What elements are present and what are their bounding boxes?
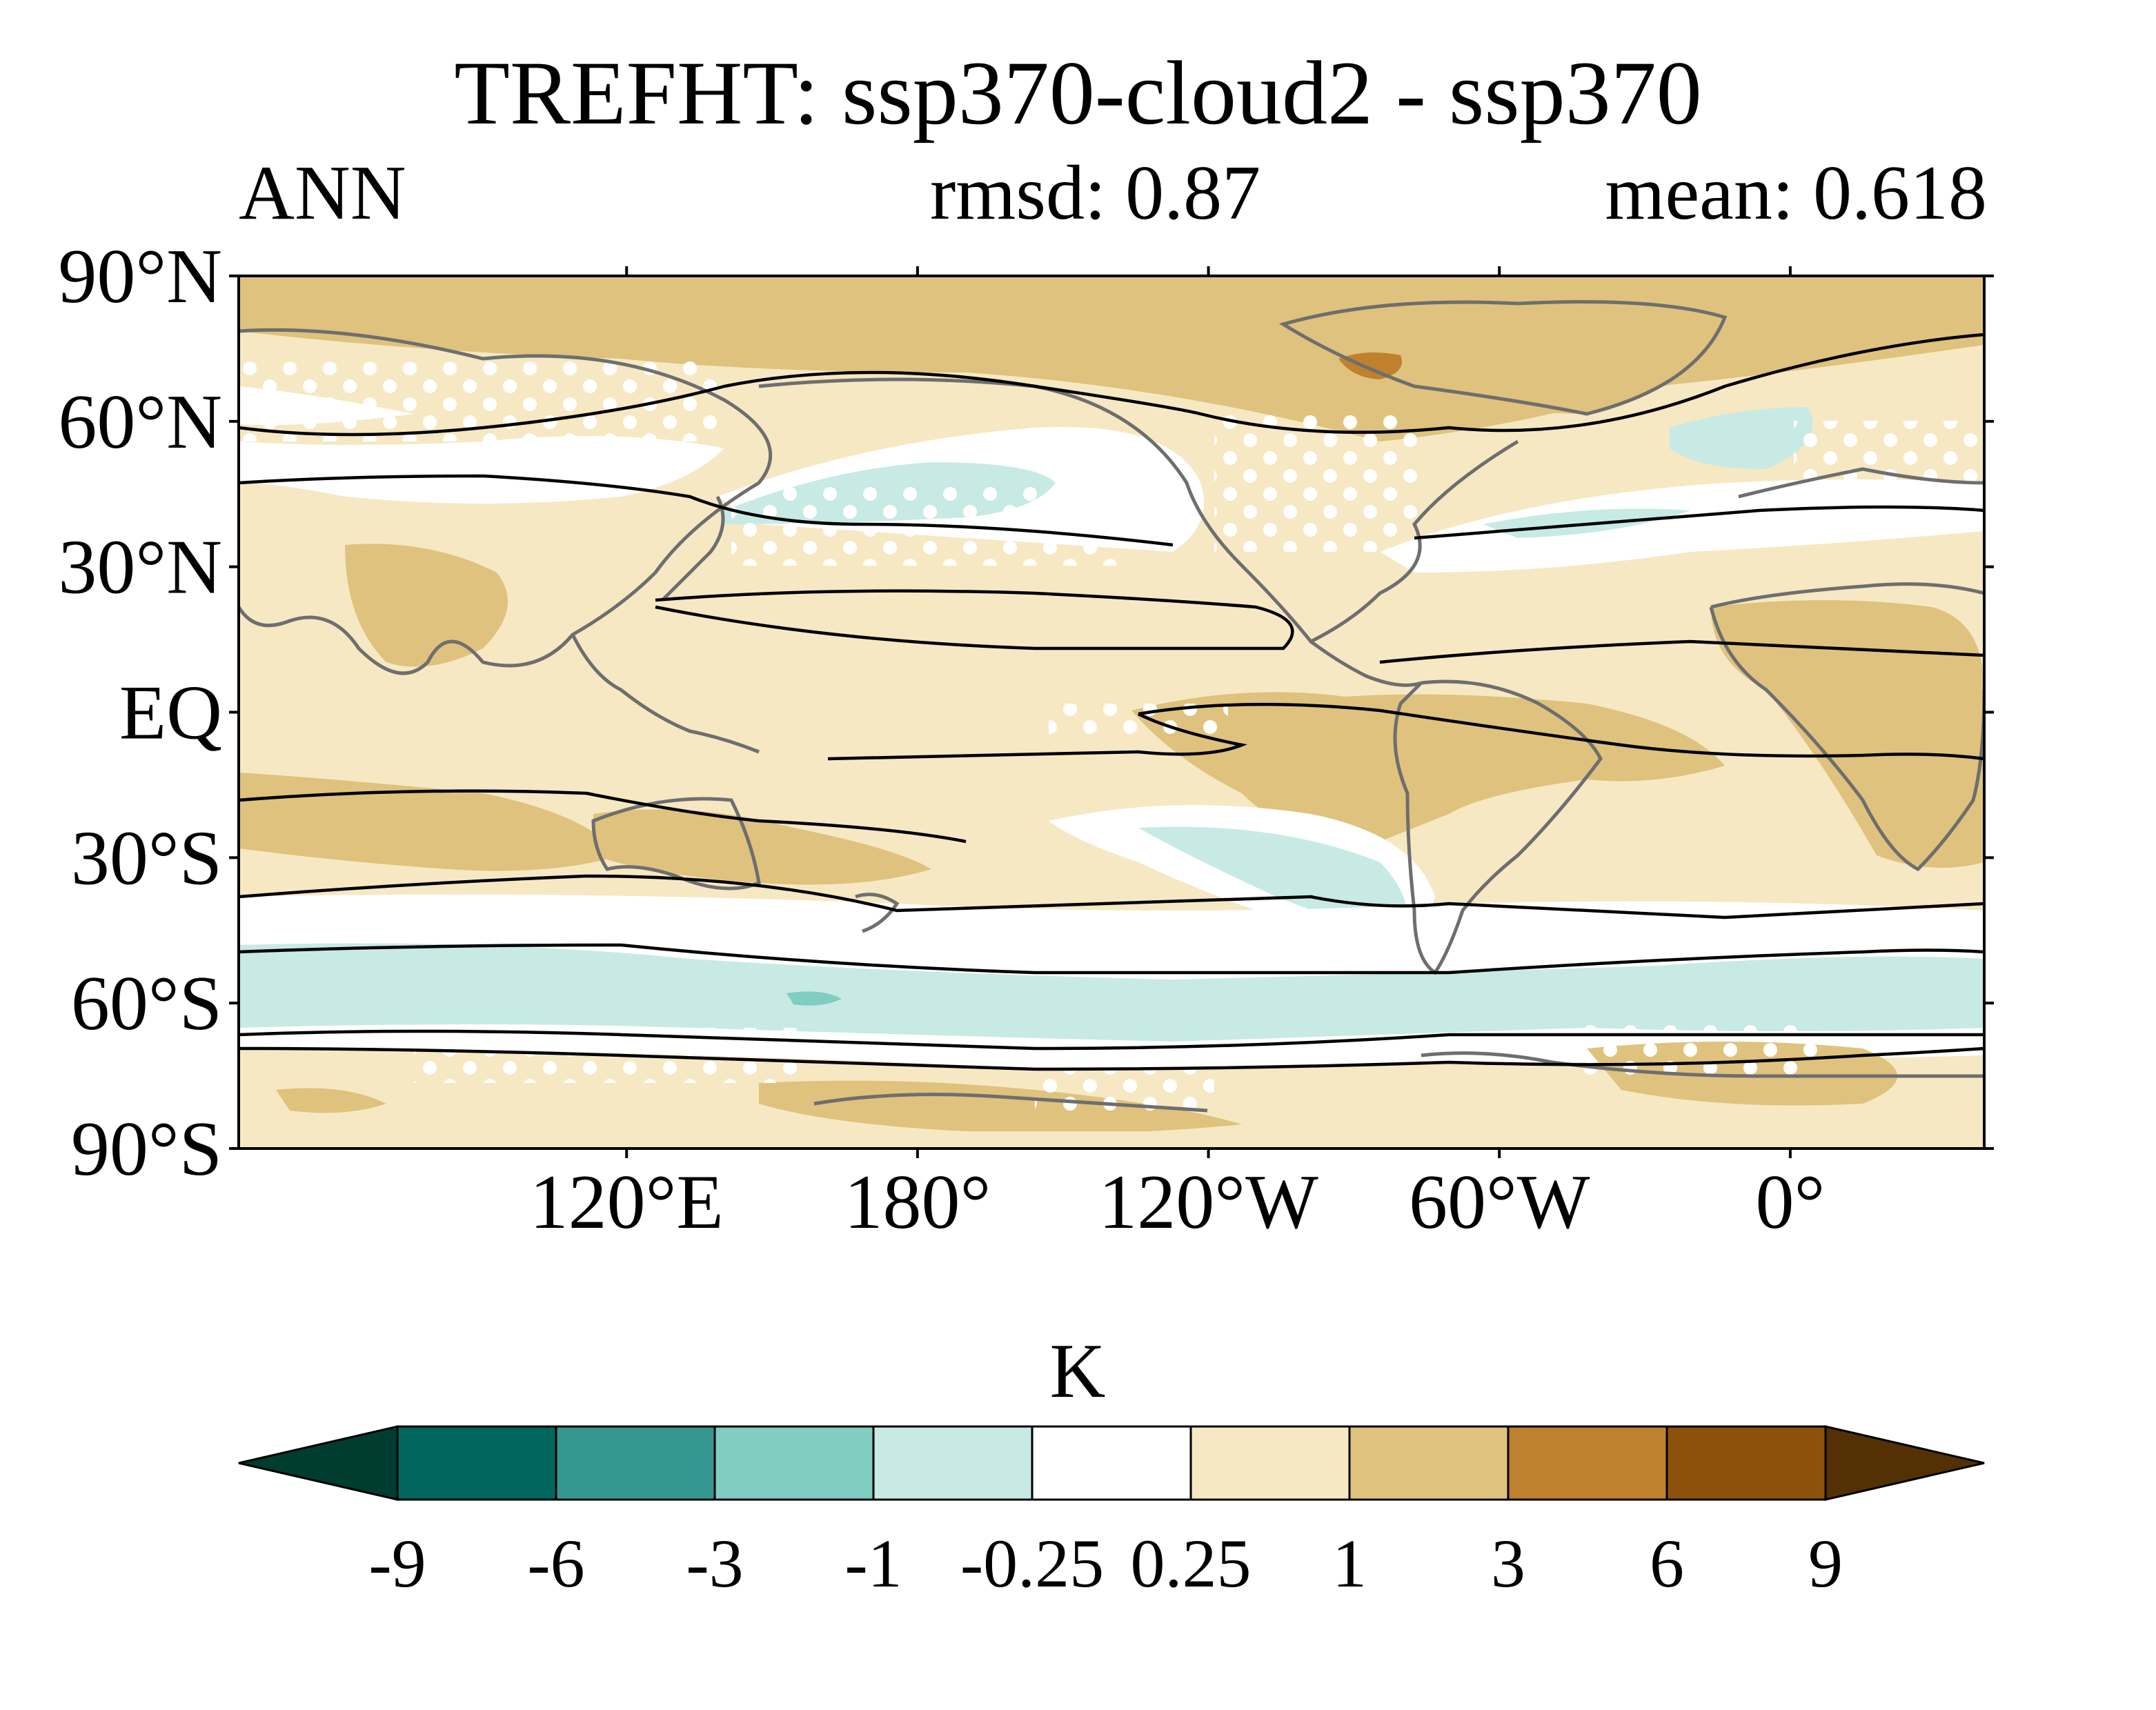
- colorbar-level-label: 9: [1808, 1525, 1843, 1602]
- lon-label: 180°: [844, 1160, 991, 1245]
- colorbar: -9 -6 -3 -1 -0.25 0.25 1 3 6 9: [238, 1425, 1985, 1602]
- lat-label: EQ: [119, 670, 222, 756]
- field-aus: [593, 809, 931, 885]
- coast-s-america: [1393, 679, 1603, 975]
- colorbar-level-label: 0.25: [1131, 1525, 1252, 1602]
- coastlines: [239, 300, 1984, 1113]
- lon-label: 120°W: [1098, 1160, 1318, 1245]
- coast-n-america: [758, 377, 1519, 644]
- colorbar-swatch: [396, 1425, 557, 1501]
- colorbar-level-label: 6: [1650, 1525, 1684, 1602]
- lon-label: 60°W: [1409, 1160, 1590, 1245]
- lat-label: 30°S: [71, 815, 222, 901]
- coast-japan: [661, 495, 725, 602]
- coast-nz: [855, 893, 900, 933]
- field-sio: [239, 773, 621, 871]
- field-so-teal-core: [787, 991, 842, 1006]
- lat-label: 30°N: [58, 525, 222, 610]
- coast-se-asia: [571, 633, 760, 754]
- field-antarctic-1: [759, 1080, 1242, 1134]
- lon-label: 0°: [1755, 1160, 1825, 1245]
- colorbar-swatch: [555, 1425, 716, 1501]
- lon-label: 120°E: [530, 1160, 724, 1245]
- field-africa: [1711, 600, 1984, 868]
- colorbar-swatch: [1507, 1425, 1668, 1501]
- mean-label: mean: 0.618: [1605, 150, 1987, 236]
- contours: [239, 332, 1984, 1071]
- season-label: ANN: [239, 150, 406, 236]
- lat-label: 90°N: [58, 234, 222, 319]
- contour-5: [827, 702, 1984, 761]
- coast-africa: [1709, 582, 1984, 872]
- contour-9: [239, 1029, 1984, 1051]
- colorbar-level-label: 1: [1332, 1525, 1367, 1602]
- coast-antarctica: [813, 1051, 1984, 1113]
- plot-title: TREFHT: ssp370-cloud2 - ssp370: [454, 42, 1702, 143]
- colorbar-swatch: [1189, 1425, 1351, 1501]
- stipple-nh-2: [1214, 414, 1421, 552]
- field-greenland: [1283, 301, 1725, 414]
- colorbar-arrow-low: [238, 1425, 399, 1501]
- contour-4: [1379, 639, 1984, 664]
- lat-label: 90°S: [71, 1106, 222, 1192]
- field-nordic-teal: [1670, 407, 1813, 469]
- lat-label: 60°S: [71, 961, 222, 1046]
- colorbar-level-label: -3: [686, 1525, 743, 1602]
- coast-greenland: [1278, 300, 1728, 416]
- contour-8: [239, 943, 1984, 975]
- colorbar-level-label: -0.25: [960, 1525, 1104, 1602]
- contour-2: [239, 474, 1984, 547]
- colorbar-level-label: -1: [844, 1525, 902, 1602]
- contour-10: [239, 1046, 1984, 1071]
- longitude-axis: 120°E 180° 120°W 60°W 0°: [530, 266, 1825, 1245]
- colorbar-swatch: [1348, 1425, 1510, 1501]
- contour-1: [239, 332, 1984, 437]
- contour-3: [655, 589, 1294, 650]
- colorbar-swatch: [1665, 1425, 1827, 1501]
- colorbar-level-label: 3: [1491, 1525, 1525, 1602]
- lat-label: 60°N: [58, 379, 222, 465]
- coast-australia: [591, 797, 761, 891]
- field-greenland-peak: [1338, 352, 1402, 379]
- colorbar-level-label: -6: [527, 1525, 584, 1602]
- stipple-nh-3: [1794, 421, 1984, 504]
- rmsd-label: rmsd: 0.87: [930, 150, 1261, 236]
- field-antarctic-3: [276, 1088, 386, 1113]
- field-asia: [345, 544, 508, 667]
- coast-eurasia: [239, 328, 773, 675]
- coast-central-america: [1309, 639, 1422, 687]
- colorbar-swatch: [1031, 1425, 1192, 1501]
- field-so-teal: [239, 943, 1984, 1042]
- contour-7: [239, 874, 1984, 919]
- colorbar-swatch: [713, 1425, 875, 1501]
- colorbar-unit: K: [1050, 1329, 1106, 1414]
- map-field: [239, 276, 1984, 1149]
- latitude-axis: 90°N 60°N 30°N EQ 30°S 60°S 90°S: [58, 234, 1994, 1192]
- contour-6: [239, 789, 967, 844]
- stipple-eq: [1049, 704, 1228, 738]
- colorbar-level-label: -9: [368, 1525, 426, 1602]
- colorbar-swatch: [872, 1425, 1034, 1501]
- colorbar-arrow-high: [1824, 1425, 1985, 1501]
- coast-europe: [1738, 467, 1984, 499]
